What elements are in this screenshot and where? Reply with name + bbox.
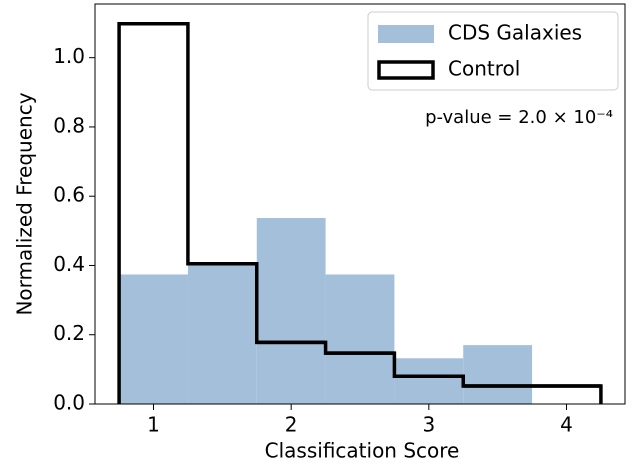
x-tick-label: 4 [560, 413, 573, 437]
plot-frame [94, 3, 626, 405]
annotation: p-value = 2.0 × 10⁻⁴ [425, 107, 613, 128]
bar [187, 262, 257, 404]
y-tick-label: 0.2 [53, 321, 85, 345]
y-tick-label: 0.6 [53, 183, 85, 207]
bar [463, 345, 533, 404]
legend-swatch [378, 25, 434, 43]
legend-swatch [377, 60, 435, 80]
y-tick-label: 1.0 [53, 44, 85, 68]
y-axis-label: Normalized Frequency [13, 92, 37, 315]
bar [256, 218, 326, 404]
bar [119, 274, 188, 404]
bar [394, 358, 464, 404]
y-tick-label: 0.4 [53, 252, 85, 276]
x-tick-label: 3 [422, 413, 435, 437]
x-tick-label: 2 [285, 413, 298, 437]
x-tick-label: 1 [147, 413, 160, 437]
legend-label: CDS Galaxies [448, 21, 582, 45]
legend-label: Control [448, 57, 520, 81]
y-tick-label: 0.0 [53, 391, 85, 415]
y-tick-label: 0.8 [53, 113, 85, 137]
x-axis-label: Classification Score [265, 439, 460, 463]
bar [325, 274, 395, 404]
